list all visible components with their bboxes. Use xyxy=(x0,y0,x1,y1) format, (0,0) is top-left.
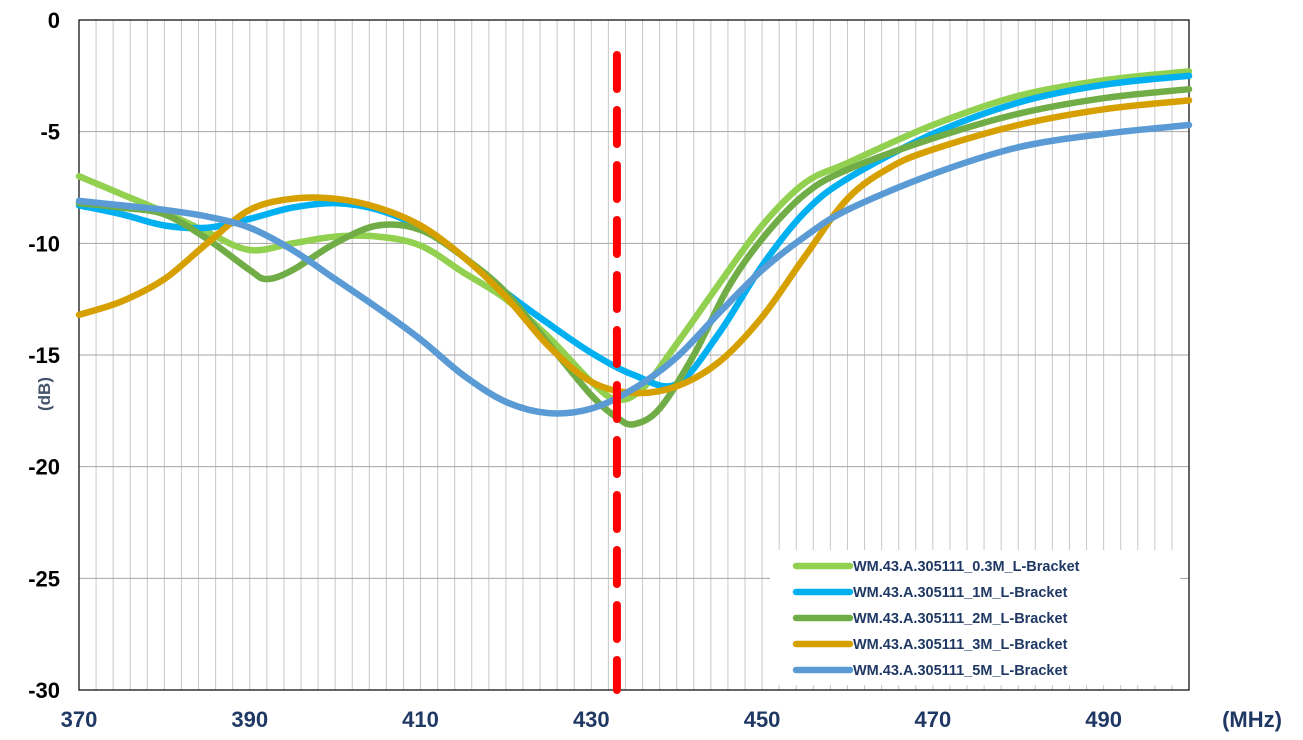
y-tick-label: -15 xyxy=(28,343,60,368)
series-line-4 xyxy=(75,97,1193,397)
x-axis-ticks: 370 390 410 430 450 470 490 xyxy=(61,707,1122,732)
y-tick-label: -5 xyxy=(40,120,60,145)
y-tick-label: 0 xyxy=(48,8,60,33)
x-axis-label: (MHz) xyxy=(1222,707,1282,732)
x-tick-label: 370 xyxy=(61,707,98,732)
x-tick-label: 470 xyxy=(914,707,951,732)
legend: WM.43.A.305111_0.3M_L-Bracket WM.43.A.305… xyxy=(770,550,1180,685)
x-tick-label: 390 xyxy=(231,707,268,732)
x-tick-label: 430 xyxy=(573,707,610,732)
legend-label: WM.43.A.305111_0.3M_L-Bracket xyxy=(853,559,1080,575)
y-tick-label: -10 xyxy=(28,231,60,256)
legend-label: WM.43.A.305111_3M_L-Bracket xyxy=(853,637,1068,653)
plot-area xyxy=(78,19,1190,691)
x-tick-label: 450 xyxy=(744,707,781,732)
y-tick-label: -25 xyxy=(28,566,60,591)
legend-label: WM.43.A.305111_2M_L-Bracket xyxy=(853,611,1068,627)
series-line-5 xyxy=(75,121,1193,417)
legend-label: WM.43.A.305111_5M_L-Bracket xyxy=(853,663,1068,679)
y-axis-ticks: 0 -5 -10 -15 -20 -25 -30 xyxy=(28,8,60,703)
y-axis-label: (dB) xyxy=(35,377,54,411)
y-tick-label: -20 xyxy=(28,455,60,480)
y-tick-label: -30 xyxy=(28,678,60,703)
x-tick-label: 490 xyxy=(1085,707,1122,732)
series-line-3 xyxy=(75,85,1193,428)
x-tick-label: 410 xyxy=(402,707,439,732)
legend-label: WM.43.A.305111_1M_L-Bracket xyxy=(853,585,1068,601)
series-lines xyxy=(75,68,1193,428)
